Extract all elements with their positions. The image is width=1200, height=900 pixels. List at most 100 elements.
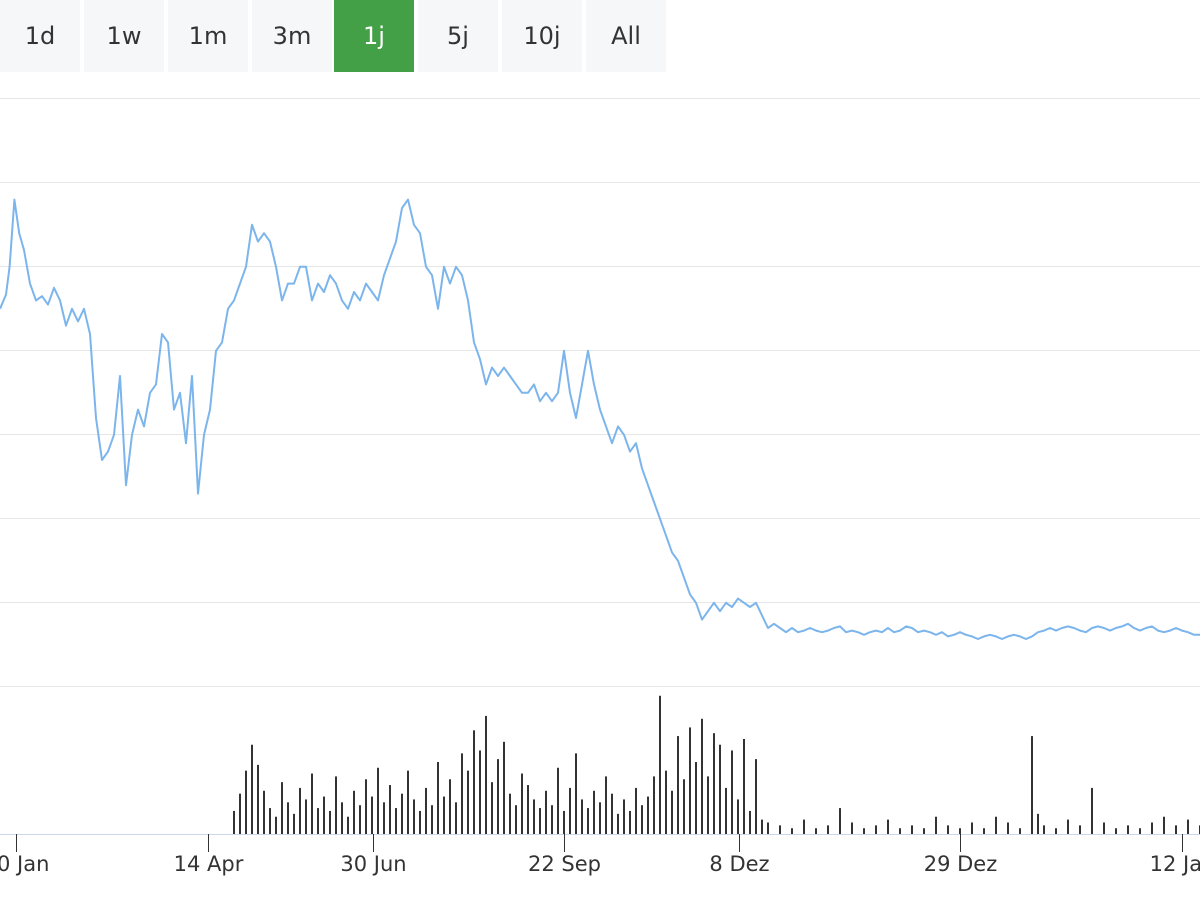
volume-bar — [911, 825, 913, 834]
volume-bar — [1163, 816, 1165, 834]
volume-bar — [695, 762, 697, 834]
volume-bar — [863, 828, 865, 834]
volume-bar — [233, 810, 235, 834]
volume-bar — [545, 790, 547, 834]
range-button-5j[interactable]: 5j — [418, 0, 498, 72]
volume-bar — [1031, 736, 1033, 834]
volume-bar — [377, 767, 379, 834]
volume-bar — [491, 782, 493, 834]
range-button-all[interactable]: All — [586, 0, 666, 72]
range-button-10j[interactable]: 10j — [502, 0, 582, 72]
volume-bar — [701, 718, 703, 834]
volume-bar — [299, 787, 301, 834]
volume-bar — [887, 819, 889, 834]
volume-bar — [347, 816, 349, 834]
volume-bar — [851, 822, 853, 834]
volume-bar — [629, 810, 631, 834]
volume-bar — [689, 727, 691, 834]
volume-bar — [1127, 825, 1129, 834]
volume-bar — [323, 796, 325, 834]
range-button-1j[interactable]: 1j — [334, 0, 414, 72]
volume-bar — [815, 828, 817, 834]
volume-bar — [1037, 813, 1039, 834]
volume-bar — [959, 828, 961, 834]
volume-bar — [269, 808, 271, 834]
volume-bar — [317, 808, 319, 834]
volume-bar — [731, 750, 733, 834]
volume-bar — [389, 785, 391, 834]
volume-bar — [431, 805, 433, 834]
volume-bar — [935, 816, 937, 834]
x-tick-label: 22 Sep — [528, 852, 601, 876]
volume-bar — [713, 733, 715, 834]
volume-bar — [467, 770, 469, 834]
volume-bar — [761, 819, 763, 834]
volume-bar — [281, 782, 283, 834]
volume-bar — [311, 773, 313, 834]
volume-bar — [1103, 822, 1105, 834]
volume-bar — [1043, 825, 1045, 834]
x-tick-label: 30 Jun — [340, 852, 406, 876]
volume-bar — [563, 810, 565, 834]
volume-bar — [413, 799, 415, 834]
volume-bar — [1007, 822, 1009, 834]
x-tick-label: 8 Dez — [709, 852, 769, 876]
x-tick-label: 12 Jan — [1150, 852, 1200, 876]
volume-bar — [455, 802, 457, 834]
volume-bar — [1091, 787, 1093, 834]
volume-bar — [971, 822, 973, 834]
volume-bar — [245, 770, 247, 834]
volume-bar — [359, 805, 361, 834]
volume-bar — [923, 828, 925, 834]
volume-bar — [263, 790, 265, 834]
volume-bar — [521, 773, 523, 834]
volume-bar — [1139, 828, 1141, 834]
range-button-3m[interactable]: 3m — [252, 0, 332, 72]
volume-bar — [605, 776, 607, 834]
range-button-1w[interactable]: 1w — [84, 0, 164, 72]
volume-bar — [383, 802, 385, 834]
volume-bar — [947, 825, 949, 834]
volume-bar — [641, 805, 643, 834]
volume-bar — [305, 799, 307, 834]
volume-bar — [515, 805, 517, 834]
volume-bar — [527, 785, 529, 834]
volume-bar — [419, 810, 421, 834]
price-line — [0, 198, 1200, 640]
volume-bar — [509, 793, 511, 834]
volume-bar — [239, 793, 241, 834]
range-button-1d[interactable]: 1d — [0, 0, 80, 72]
volume-bar — [827, 825, 829, 834]
volume-bar — [335, 776, 337, 834]
volume-bar — [875, 825, 877, 834]
volume-bar — [737, 799, 739, 834]
volume-bar — [533, 799, 535, 834]
volume-bar — [407, 770, 409, 834]
volume-bar — [1151, 822, 1153, 834]
volume-bar — [719, 744, 721, 834]
volume-bar — [485, 715, 487, 834]
volume-bar — [839, 808, 841, 834]
volume-bar — [1019, 828, 1021, 834]
volume-bar — [749, 810, 751, 834]
volume-bar — [371, 796, 373, 834]
volume-bar — [611, 793, 613, 834]
range-button-1m[interactable]: 1m — [168, 0, 248, 72]
volume-bar — [479, 750, 481, 834]
volume-bar — [983, 828, 985, 834]
volume-bar — [539, 808, 541, 834]
volume-bar — [365, 779, 367, 834]
volume-bar — [587, 808, 589, 834]
volume-bar — [257, 764, 259, 834]
x-tick-label: 29 Dez — [924, 852, 998, 876]
volume-bar — [1187, 819, 1189, 834]
volume-bar — [1115, 828, 1117, 834]
volume-bar — [401, 793, 403, 834]
volume-bar — [569, 787, 571, 834]
volume-bar — [593, 790, 595, 834]
volume-bar — [275, 816, 277, 834]
x-tick-label: 20 Jan — [0, 852, 49, 876]
volume-bar — [1067, 819, 1069, 834]
volume-bar — [899, 828, 901, 834]
